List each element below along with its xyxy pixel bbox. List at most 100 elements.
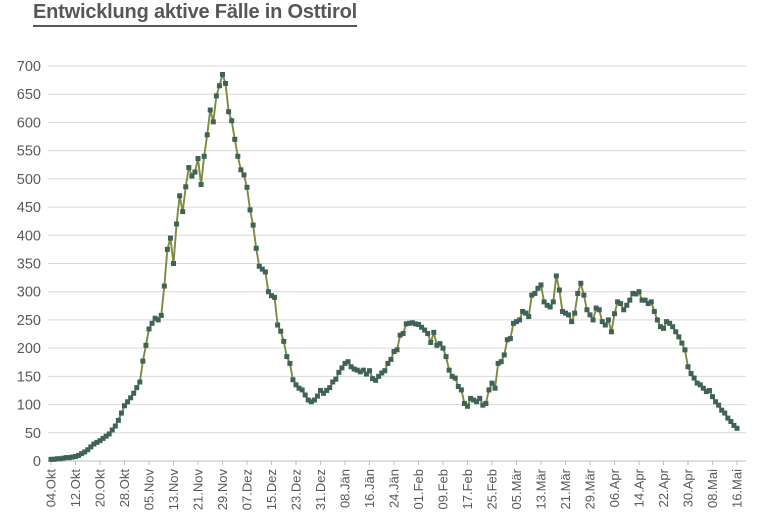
data-point-marker: [538, 282, 544, 288]
data-point-marker: [523, 310, 529, 316]
x-axis-tick-label: 21.Nov: [191, 469, 206, 511]
y-axis-tick-label: 200: [17, 341, 41, 357]
data-point-marker: [296, 385, 302, 391]
data-point-marker: [131, 390, 137, 396]
y-axis-tick-label: 550: [17, 144, 41, 160]
data-point-marker: [566, 312, 572, 318]
data-point-marker: [630, 290, 636, 296]
data-point-marker: [192, 169, 198, 175]
y-axis-tick-label: 250: [17, 313, 41, 329]
data-point-marker: [486, 387, 492, 393]
x-axis-tick-label: 13.Nov: [166, 469, 181, 511]
y-axis-tick-label: 150: [17, 369, 41, 385]
data-point-marker: [299, 387, 305, 393]
data-point-marker: [590, 317, 596, 323]
data-point-marker: [691, 375, 697, 381]
data-point-marker: [431, 329, 437, 335]
x-axis-tick-label: 05.Mär: [509, 468, 524, 509]
x-axis-tick-label: 12.Okt: [68, 469, 83, 508]
chart-title: Entwicklung aktive Fälle in Osttirol: [33, 1, 357, 27]
x-axis-tick-label: 20.Okt: [93, 469, 108, 508]
data-point-marker: [676, 334, 682, 340]
data-point-marker: [82, 449, 88, 455]
data-point-marker: [664, 319, 670, 325]
data-point-marker: [388, 356, 394, 362]
data-point-marker: [167, 235, 173, 241]
data-point-marker: [103, 433, 109, 439]
data-point-marker: [330, 379, 336, 385]
data-point-marker: [661, 325, 666, 331]
data-point-marker: [425, 330, 431, 336]
data-point-marker: [183, 184, 189, 190]
x-axis-tick-label: 08.Mai: [705, 469, 720, 508]
x-axis-tick-label: 30.Apr: [681, 468, 696, 507]
data-point-marker: [569, 319, 575, 325]
y-axis-tick-label: 450: [17, 200, 41, 216]
data-point-marker: [174, 221, 180, 227]
data-point-marker: [348, 364, 354, 370]
y-axis-tick-label: 0: [33, 454, 41, 470]
x-axis-tick-label: 05.Nov: [142, 469, 157, 511]
data-point-marker: [480, 402, 486, 408]
data-point-marker: [559, 308, 565, 314]
data-point-marker: [716, 402, 722, 408]
data-point-marker: [198, 182, 204, 187]
data-point-marker: [250, 222, 256, 228]
x-axis-tick-label: 16.Mai: [730, 469, 745, 508]
data-point-marker: [575, 290, 581, 296]
y-axis-tick-label: 100: [17, 398, 41, 414]
data-point-marker: [140, 358, 146, 364]
data-series-line: [51, 73, 738, 461]
data-point-marker: [713, 399, 719, 405]
data-point-marker: [654, 317, 660, 323]
data-point-marker: [321, 390, 327, 396]
data-point-marker: [455, 384, 461, 390]
data-point-marker: [324, 387, 330, 393]
data-point-marker: [529, 292, 535, 298]
x-axis-tick-label: 17.Feb: [460, 469, 475, 509]
data-point-marker: [550, 299, 556, 305]
data-point-marker: [158, 312, 164, 318]
data-point-marker: [149, 320, 155, 326]
data-point-marker: [106, 431, 112, 437]
data-point-marker: [327, 385, 333, 391]
data-point-marker: [428, 340, 434, 345]
data-point-marker: [281, 338, 287, 344]
y-axis-tick-label: 400: [17, 228, 41, 244]
data-point-marker: [63, 455, 69, 461]
data-point-marker: [608, 329, 614, 335]
x-axis-tick-label: 23.Dez: [289, 469, 304, 510]
data-point-marker: [627, 297, 633, 303]
x-axis-tick-label: 25.Feb: [485, 469, 500, 509]
data-point-marker: [605, 317, 611, 323]
data-point-marker: [244, 184, 250, 190]
data-point-marker: [673, 329, 679, 335]
data-point-marker: [612, 311, 617, 317]
data-point-marker: [382, 368, 388, 374]
data-point-marker: [419, 324, 425, 330]
data-point-marker: [633, 291, 639, 297]
data-point-marker: [477, 395, 483, 401]
data-point-marker: [345, 359, 351, 365]
data-point-marker: [60, 455, 66, 461]
data-point-marker: [510, 320, 516, 326]
data-point-marker: [446, 367, 452, 373]
x-axis-tick-label: 28.Okt: [117, 469, 132, 508]
data-point-marker: [406, 320, 412, 326]
data-point-marker: [370, 376, 376, 382]
data-point-marker: [416, 321, 421, 327]
data-point-marker: [489, 380, 495, 386]
data-point-marker: [474, 399, 480, 405]
data-point-marker: [269, 293, 274, 299]
data-point-marker: [645, 301, 651, 307]
x-axis-tick-label: 24.Jän: [387, 469, 402, 508]
data-point-marker: [146, 326, 152, 332]
x-axis-tick-label: 14.Apr: [632, 468, 647, 507]
data-point-marker: [272, 294, 278, 300]
data-point-marker: [73, 453, 78, 459]
data-point-marker: [97, 438, 103, 444]
data-point-marker: [164, 246, 170, 252]
data-point-marker: [514, 319, 519, 325]
data-point-marker: [195, 156, 201, 162]
data-point-marker: [437, 341, 443, 347]
